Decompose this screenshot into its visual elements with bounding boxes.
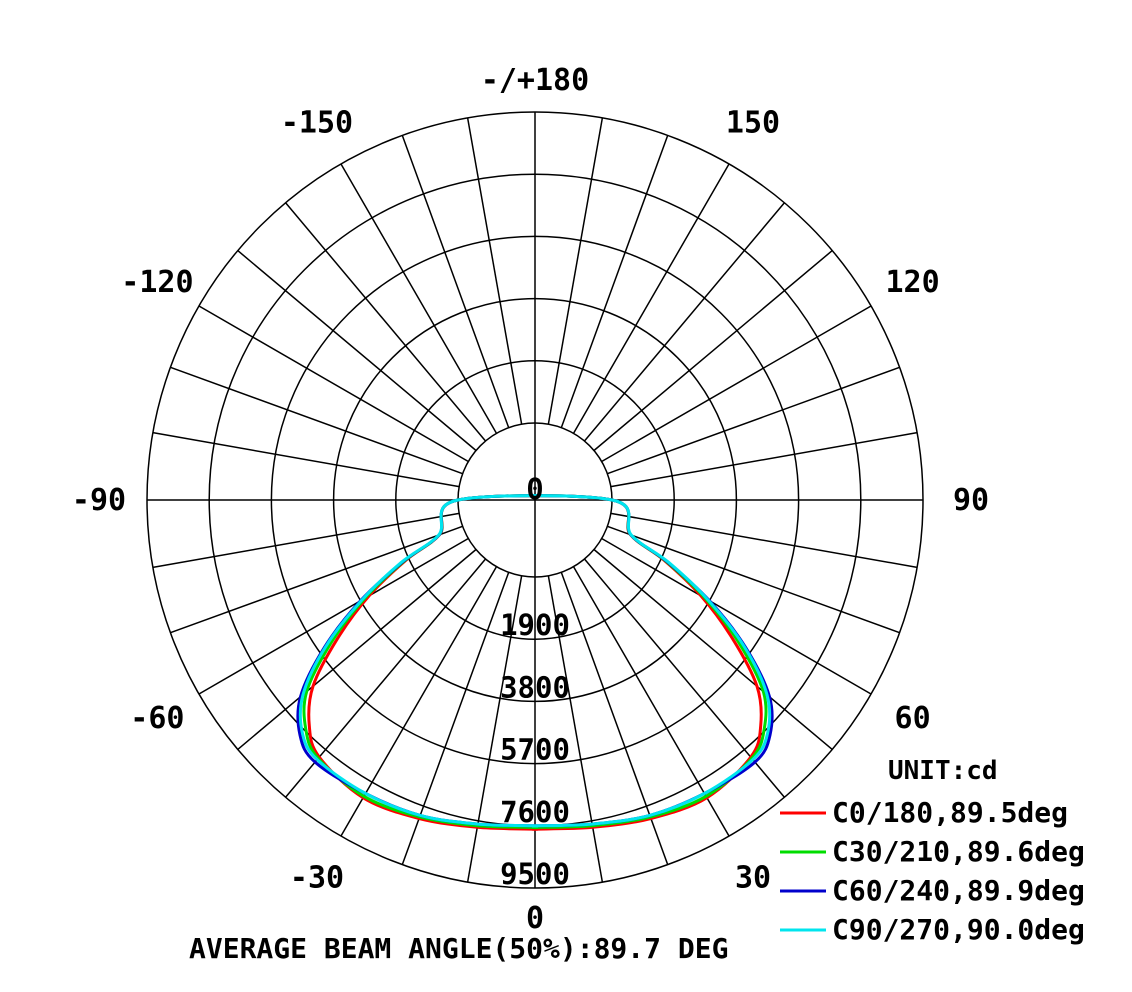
series-curve-3 xyxy=(298,494,772,828)
spoke-240 xyxy=(198,305,469,463)
spoke-100 xyxy=(610,431,918,488)
radial-tick-label: 0 xyxy=(526,472,543,506)
angle-labels: -/+180 -150 150 -120 120 -90 90 -60 60 -30 30 0 xyxy=(72,63,989,936)
legend-label: C30/210,89.6deg xyxy=(832,835,1085,868)
spoke-200 xyxy=(401,135,510,428)
spoke-160 xyxy=(560,135,669,428)
angle-label: -90 xyxy=(72,483,126,518)
angular-grid-spokes xyxy=(147,112,923,888)
spoke-220 xyxy=(285,202,487,442)
angle-label: 60 xyxy=(895,701,931,736)
unit-label: UNIT:cd xyxy=(888,756,998,786)
spoke-250 xyxy=(170,366,463,475)
legend-label: C0/180,89.5deg xyxy=(832,796,1068,829)
spoke-70 xyxy=(607,525,900,634)
spoke-290 xyxy=(170,525,463,634)
spoke-150 xyxy=(572,163,730,434)
angle-label: -150 xyxy=(281,105,353,140)
angle-label: -120 xyxy=(121,265,193,300)
radial-tick-label: 5700 xyxy=(500,733,570,767)
angle-label: 150 xyxy=(726,105,780,140)
spoke-260 xyxy=(152,431,460,488)
spoke-170 xyxy=(547,117,604,425)
radial-tick-label: 9500 xyxy=(500,857,570,891)
spoke-10 xyxy=(547,575,604,883)
legend-label: C90/270,90.0deg xyxy=(832,913,1085,946)
angle-label: -30 xyxy=(290,861,344,896)
angle-label: -/+180 xyxy=(481,63,589,98)
spoke-190 xyxy=(466,117,523,425)
spoke-230 xyxy=(237,250,477,452)
radial-tick-label: 7600 xyxy=(500,795,570,829)
radial-tick-label: 3800 xyxy=(500,670,570,704)
spoke-210 xyxy=(340,163,498,434)
average-beam-angle-text: AVERAGE BEAM ANGLE(50%):89.7 DEG xyxy=(189,932,728,965)
angle-label: 90 xyxy=(953,483,989,518)
angle-label: 0 xyxy=(526,901,544,936)
angle-label: 120 xyxy=(886,265,940,300)
radial-tick-label: 1900 xyxy=(500,608,570,642)
spoke-110 xyxy=(607,366,900,475)
spoke-310 xyxy=(237,548,477,750)
legend-label: C60/240,89.9deg xyxy=(832,874,1085,907)
spoke-120 xyxy=(601,305,872,463)
spoke-130 xyxy=(593,250,833,452)
legend: UNIT:cd C0/180,89.5deg C30/210,89.6deg C60… xyxy=(780,756,1085,946)
spoke-50 xyxy=(593,548,833,750)
angle-label: -60 xyxy=(130,701,184,736)
intensity-curves xyxy=(296,494,774,831)
radial-tick-labels: 0 1900 3800 5700 7600 9500 xyxy=(500,472,570,891)
spoke-330 xyxy=(340,566,498,837)
spoke-30 xyxy=(572,566,730,837)
spoke-140 xyxy=(583,202,785,442)
spoke-80 xyxy=(610,512,918,569)
spoke-350 xyxy=(466,575,523,883)
spoke-280 xyxy=(152,512,460,569)
angle-label: 30 xyxy=(735,861,771,896)
spoke-300 xyxy=(198,537,469,695)
spoke-60 xyxy=(601,537,872,695)
